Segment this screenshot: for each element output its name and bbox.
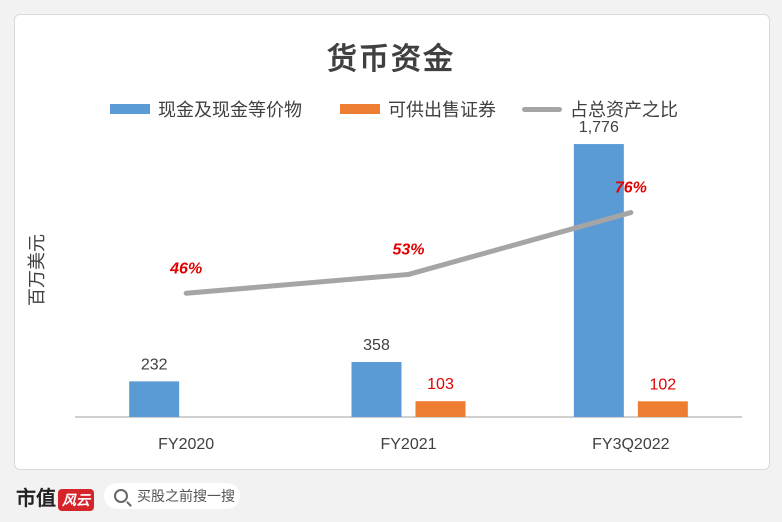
legend-swatch-securities (340, 104, 380, 114)
search-icon (114, 489, 128, 503)
legend-swatch-ratio (522, 106, 562, 112)
legend-item-cash: 现金及现金等价物 (110, 96, 302, 122)
brand-logo: 市值 风云 (16, 482, 94, 511)
bar-cash (129, 381, 180, 417)
legend-item-ratio: 占总资产之比 (522, 96, 678, 122)
x-tick-label: FY2020 (158, 436, 214, 453)
ratio-label: 76% (615, 180, 647, 197)
data-label-cash: 1,776 (579, 119, 619, 136)
ratio-label: 53% (392, 241, 424, 258)
bar-securities (415, 401, 466, 417)
search-box[interactable]: 买股之前搜一搜 (104, 483, 240, 509)
legend: 现金及现金等价物 可供出售证券 占总资产之比 (0, 96, 782, 122)
legend-label-ratio: 占总资产之比 (570, 100, 678, 120)
x-tick-label: FY3Q2022 (592, 436, 669, 453)
ratio-label: 46% (169, 260, 202, 277)
bar-securities (637, 401, 688, 417)
ratio-line (183, 210, 634, 296)
bar-cash (351, 361, 402, 417)
chart-title: 货币资金 (327, 43, 455, 76)
legend-label-cash: 现金及现金等价物 (158, 100, 302, 120)
legend-label-securities: 可供出售证券 (388, 100, 496, 120)
logo-mark: 风云 (58, 489, 94, 511)
data-label-cash: 232 (141, 356, 168, 373)
bar-cash (573, 144, 624, 418)
search-placeholder: 买股之前搜一搜 (137, 488, 235, 504)
data-label-securities: 102 (649, 376, 676, 393)
data-label-securities: 103 (427, 376, 454, 393)
x-tick-label: FY2021 (380, 436, 436, 453)
data-label-cash: 358 (363, 337, 390, 354)
legend-swatch-cash (110, 104, 150, 114)
logo-text: 市值 (16, 486, 56, 510)
footer: 市值 风云 买股之前搜一搜 (0, 472, 782, 522)
legend-item-securities: 可供出售证券 (340, 96, 496, 122)
